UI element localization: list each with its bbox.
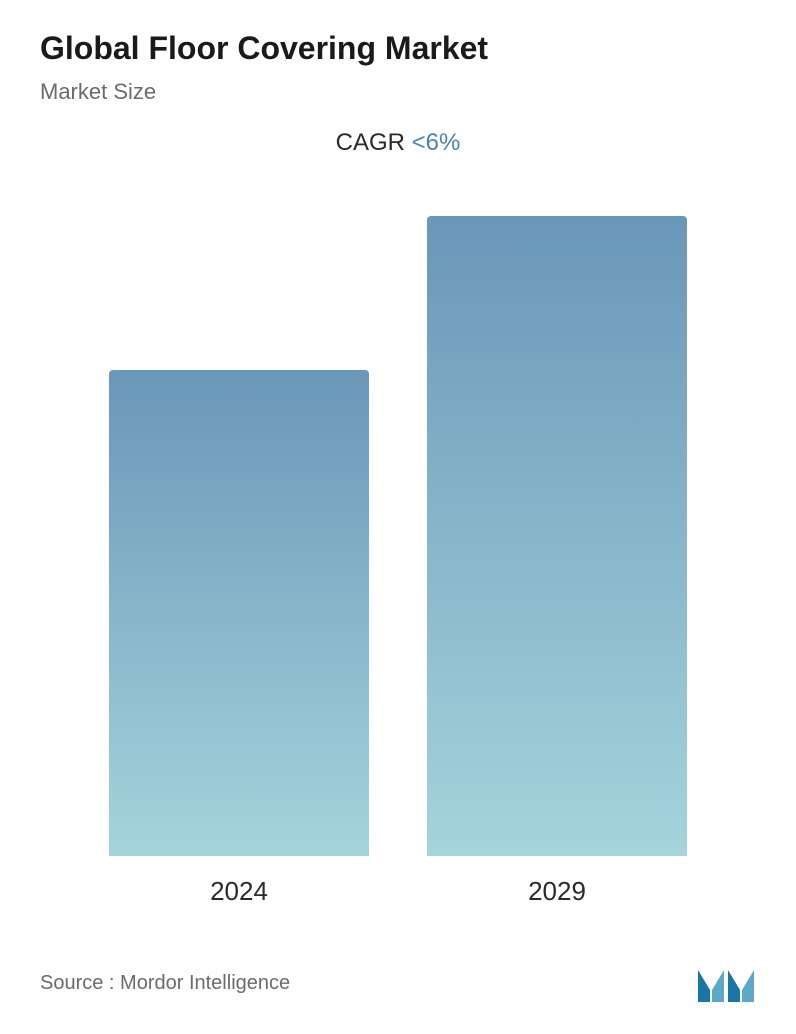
chart-subtitle: Market Size xyxy=(40,79,756,105)
bar-2029 xyxy=(427,216,687,856)
mordor-logo xyxy=(696,962,756,1004)
chart-title: Global Floor Covering Market xyxy=(40,30,756,67)
chart-footer: Source : Mordor Intelligence xyxy=(40,962,756,1004)
x-label-0: 2024 xyxy=(210,876,268,907)
bar-2024 xyxy=(109,370,369,856)
source-attribution: Source : Mordor Intelligence xyxy=(40,972,290,995)
cagr-label: CAGR xyxy=(336,129,412,156)
bar-group-1: 2029 xyxy=(417,216,697,907)
bar-group-0: 2024 xyxy=(99,370,379,907)
cagr-indicator: CAGR <6% xyxy=(40,129,756,157)
cagr-value: <6% xyxy=(412,129,461,156)
bar-chart: 2024 2029 xyxy=(40,217,756,907)
x-label-1: 2029 xyxy=(528,876,586,907)
